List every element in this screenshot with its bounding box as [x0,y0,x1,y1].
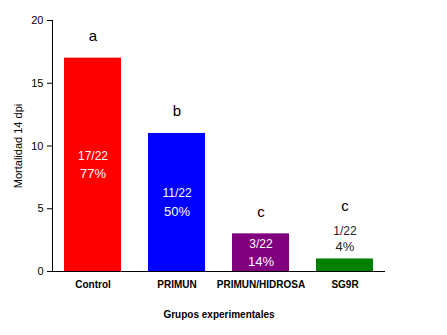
svg-text:1/22: 1/22 [333,224,357,238]
svg-text:Mortalidad 14 dpi: Mortalidad 14 dpi [12,104,24,188]
svg-text:b: b [173,102,181,119]
svg-text:50%: 50% [164,204,190,219]
svg-text:5: 5 [37,202,43,214]
svg-text:15: 15 [31,77,43,89]
svg-text:17/22: 17/22 [78,149,108,163]
svg-text:11/22: 11/22 [162,186,191,200]
svg-text:PRIMUN: PRIMUN [157,279,196,290]
svg-text:SG9R: SG9R [331,279,359,290]
svg-text:4%: 4% [336,239,355,254]
svg-text:Control: Control [75,279,111,290]
svg-text:c: c [257,203,265,220]
svg-text:c: c [341,197,349,214]
svg-text:Grupos experimentales: Grupos experimentales [163,309,275,320]
svg-text:a: a [89,27,98,44]
svg-text:14%: 14% [248,254,274,269]
svg-text:0: 0 [37,265,43,277]
svg-text:77%: 77% [80,166,106,181]
svg-text:PRIMUN/HIDROSA: PRIMUN/HIDROSA [217,279,305,290]
svg-text:3/22: 3/22 [249,237,273,251]
svg-text:10: 10 [31,140,43,152]
svg-text:20: 20 [31,14,43,26]
